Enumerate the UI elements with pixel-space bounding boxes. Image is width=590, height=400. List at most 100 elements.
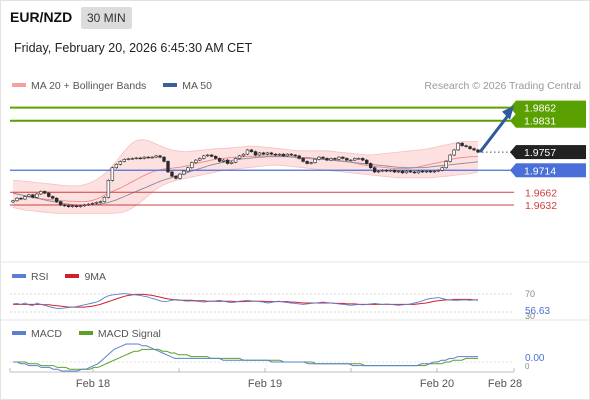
forecast-arrow-head <box>502 105 514 120</box>
candle-body <box>456 142 460 151</box>
candle-body <box>39 191 43 195</box>
candle-body <box>174 175 178 179</box>
candle-body <box>158 155 162 158</box>
candle-body <box>424 170 429 173</box>
candle-body <box>396 170 401 173</box>
candle-body <box>309 162 313 164</box>
legend-item-macd: MACD <box>12 328 62 340</box>
bollinger-lower-line <box>12 164 479 214</box>
candle-body <box>384 169 389 172</box>
candle-body <box>444 161 448 169</box>
candle-body <box>154 155 158 158</box>
candle-body <box>150 156 154 159</box>
candle-body <box>122 158 126 162</box>
candle-body <box>31 194 35 198</box>
legend-item-ma50: MA 50 <box>163 80 212 92</box>
candle-body <box>162 156 166 162</box>
candle-body <box>225 159 230 164</box>
candle-body <box>118 161 123 165</box>
candle-body <box>106 180 111 198</box>
level-label-target: 1.9831 <box>524 116 556 128</box>
candle-body <box>293 154 297 157</box>
candle-body <box>376 170 381 173</box>
candle-body <box>134 157 138 160</box>
level-label-pointer-target <box>510 113 516 128</box>
candle-body <box>35 193 39 198</box>
candle-body <box>349 159 353 162</box>
candle-body <box>305 161 309 164</box>
candle-body <box>329 158 333 161</box>
ma20-line <box>12 155 479 203</box>
candle-body <box>416 170 421 174</box>
candle-body <box>58 201 63 206</box>
candle-body <box>281 153 285 157</box>
support-level-label: 1.9632 <box>525 200 557 212</box>
level-label-pointer-last <box>510 145 516 160</box>
candle-body <box>452 149 456 156</box>
candle-body <box>138 157 142 160</box>
candle-body <box>206 154 210 157</box>
x-tick-label: Feb 28 <box>488 378 522 390</box>
candle-body <box>269 152 274 155</box>
candle-body <box>237 155 242 159</box>
candle-body <box>78 205 83 207</box>
macd-signal-line <box>13 348 478 370</box>
candle-body <box>333 158 337 160</box>
candle-body <box>110 167 115 181</box>
candle-body <box>51 196 55 199</box>
candle-body <box>436 169 440 172</box>
x-tick-label: Feb 18 <box>76 378 110 390</box>
legend-item-macd-signal: MACD Signal <box>78 328 161 340</box>
candle-body <box>178 173 182 179</box>
candle-body <box>126 158 130 160</box>
candle-body <box>277 153 281 156</box>
candle-body <box>229 161 234 164</box>
candle-body <box>273 153 278 156</box>
candle-body <box>321 156 325 159</box>
candle-body <box>357 158 361 160</box>
candle-body <box>221 159 226 162</box>
candle-body <box>15 197 19 202</box>
candle-body <box>297 155 301 159</box>
candle-body <box>23 196 27 200</box>
level-label-target: 1.9862 <box>524 103 556 115</box>
candle-body <box>62 204 67 207</box>
candle-body <box>43 191 47 194</box>
candle-body <box>380 169 385 172</box>
candle-body <box>388 169 393 172</box>
legend-item-ma20-bollinger: MA 20 + Bollinger Bands <box>12 80 146 92</box>
level-label-box-last <box>516 145 586 160</box>
level-label-box-target <box>516 100 586 115</box>
candle-body <box>245 149 250 155</box>
candle-body <box>313 158 317 163</box>
candle-body <box>94 202 99 204</box>
candle-body <box>361 158 365 161</box>
candle-body <box>325 158 329 161</box>
candle-body <box>182 170 186 175</box>
candle-body <box>472 148 476 151</box>
currency-pair-title: EUR/NZD <box>10 9 73 25</box>
candle-body <box>130 158 134 160</box>
level-label-pointer-pivot <box>510 163 516 178</box>
candle-body <box>98 201 103 203</box>
candle-body <box>372 167 377 173</box>
support-level-label: 1.9662 <box>525 187 557 199</box>
timestamp-line: Friday, February 20, 2026 6:45:30 AM CET <box>14 41 253 55</box>
rsi-tick-30: 30 <box>525 311 535 321</box>
candle-body <box>345 158 349 161</box>
x-tick-label: Feb 19 <box>248 378 282 390</box>
candle-body <box>90 202 95 205</box>
candle-body <box>233 158 238 163</box>
candle-body <box>392 169 397 173</box>
candle-body <box>261 152 266 155</box>
rsi-9ma-line <box>13 293 478 308</box>
candle-body <box>412 171 417 174</box>
timeframe-badge[interactable]: 30 MIN <box>81 7 132 29</box>
macd-line <box>13 343 478 372</box>
candle-body <box>448 154 452 162</box>
candle-body <box>217 158 222 162</box>
candle-body <box>11 200 15 203</box>
candle-body <box>82 204 87 207</box>
candle-body <box>420 170 425 173</box>
rsi-tick-70: 70 <box>525 289 535 299</box>
